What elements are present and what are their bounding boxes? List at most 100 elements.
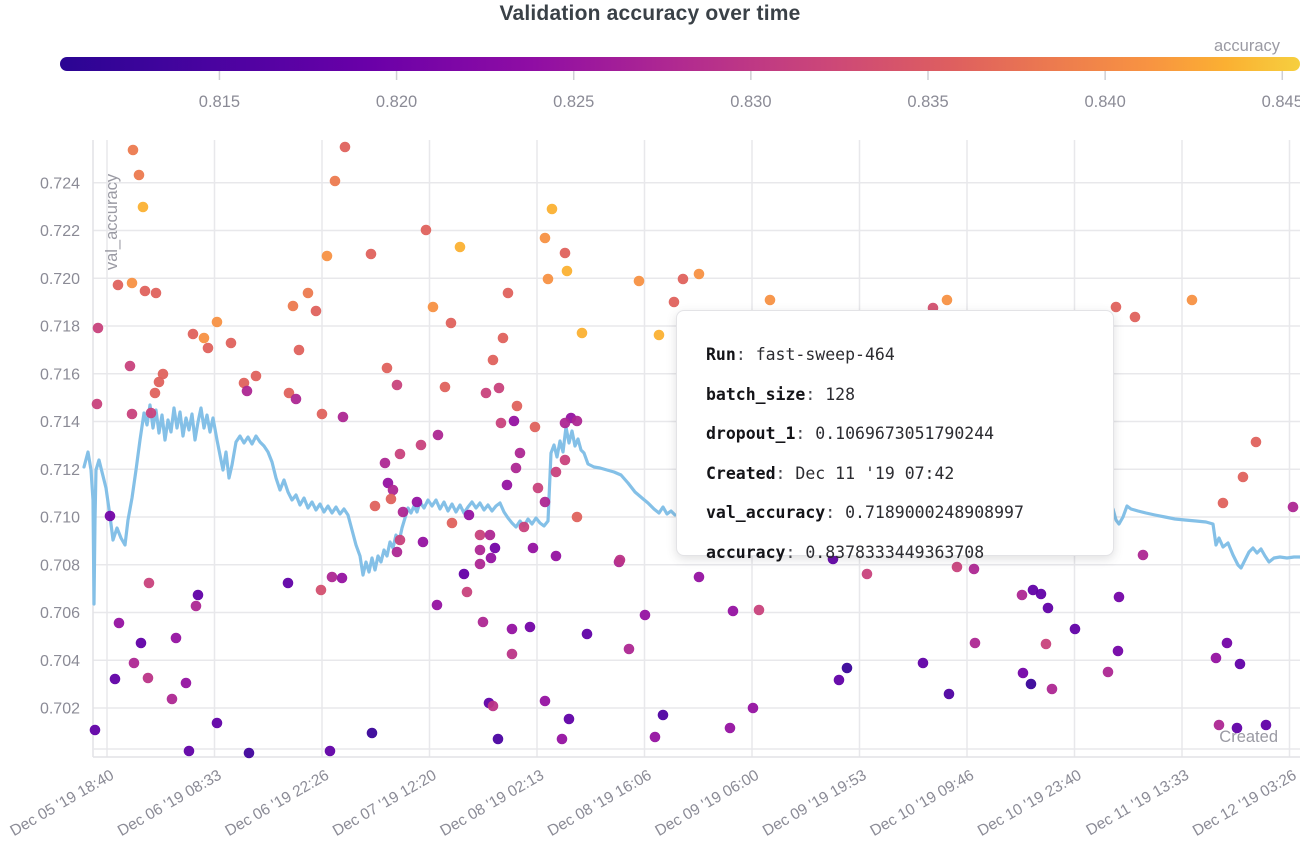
scatter-point[interactable] [1250,436,1262,448]
scatter-point[interactable] [397,506,409,518]
scatter-point[interactable] [559,417,571,429]
scatter-point[interactable] [183,745,195,757]
scatter-point[interactable] [415,439,427,451]
scatter-point[interactable] [484,529,496,541]
scatter-point[interactable] [461,586,473,598]
scatter-point[interactable] [198,332,210,344]
scatter-point[interactable] [458,568,470,580]
scatter-point[interactable] [153,376,165,388]
scatter-point[interactable] [677,273,689,285]
scatter-point[interactable] [510,462,522,474]
scatter-point[interactable] [326,571,338,583]
scatter-point[interactable] [1025,678,1037,690]
scatter-point[interactable] [1213,719,1225,731]
scatter-point[interactable] [493,382,505,394]
scatter-point[interactable] [445,317,457,329]
scatter-point[interactable] [917,657,929,669]
scatter-point[interactable] [614,554,626,566]
scatter-point[interactable] [432,429,444,441]
scatter-point[interactable] [559,247,571,259]
scatter-point[interactable] [379,457,391,469]
scatter-point[interactable] [1113,591,1125,603]
scatter-point[interactable] [316,408,328,420]
scatter-point[interactable] [387,484,399,496]
scatter-point[interactable] [385,493,397,505]
scatter-point[interactable] [668,296,680,308]
scatter-point[interactable] [139,285,151,297]
scatter-point[interactable] [653,329,665,341]
scatter-point[interactable] [124,360,136,372]
scatter-point[interactable] [391,379,403,391]
scatter-point[interactable] [1129,311,1141,323]
scatter-point[interactable] [474,544,486,556]
scatter-point[interactable] [324,745,336,757]
scatter-point[interactable] [1186,294,1198,306]
scatter-point[interactable] [113,617,125,629]
scatter-point[interactable] [339,141,351,153]
scatter-point[interactable] [112,279,124,291]
scatter-point[interactable] [126,277,138,289]
scatter-point[interactable] [561,265,573,277]
scatter-point[interactable] [727,605,739,617]
scatter-point[interactable] [764,294,776,306]
scatter-point[interactable] [1260,719,1272,731]
scatter-point[interactable] [241,385,253,397]
scatter-point[interactable] [446,517,458,529]
scatter-point[interactable] [290,393,302,405]
scatter-point[interactable] [550,550,562,562]
scatter-point[interactable] [126,408,138,420]
trend-line[interactable] [82,403,677,606]
scatter-point[interactable] [1210,652,1222,664]
scatter-point[interactable] [89,724,101,736]
scatter-point[interactable] [693,268,705,280]
scatter-point[interactable] [1237,471,1249,483]
scatter-point[interactable] [495,417,507,429]
scatter-point[interactable] [283,387,295,399]
scatter-point[interactable] [1042,602,1054,614]
scatter-point[interactable] [411,496,423,508]
scatter-point[interactable] [546,203,558,215]
scatter-point[interactable] [508,415,520,427]
scatter-point[interactable] [166,693,178,705]
scatter-point[interactable] [128,657,140,669]
scatter-point[interactable] [463,509,475,521]
scatter-point[interactable] [394,534,406,546]
scatter-point[interactable] [524,621,536,633]
scatter-point[interactable] [427,301,439,313]
scatter-point[interactable] [302,287,314,299]
scatter-point[interactable] [91,398,103,410]
scatter-point[interactable] [104,510,116,522]
scatter-point[interactable] [550,466,562,478]
scatter-point[interactable] [489,542,501,554]
scatter-point[interactable] [623,643,635,655]
scatter-point[interactable] [336,572,348,584]
scatter-point[interactable] [539,232,551,244]
scatter-point[interactable] [941,294,953,306]
scatter-point[interactable] [1234,658,1246,670]
scatter-point[interactable] [127,144,139,156]
scatter-point[interactable] [542,273,554,285]
scatter-point[interactable] [142,672,154,684]
scatter-point[interactable] [180,677,192,689]
scatter-point[interactable] [497,332,509,344]
scatter-point[interactable] [1040,638,1052,650]
scatter-point[interactable] [657,709,669,721]
scatter-point[interactable] [563,713,575,725]
scatter-point[interactable] [1017,667,1029,679]
scatter-point[interactable] [1027,584,1039,596]
scatter-point[interactable] [287,300,299,312]
scatter-point[interactable] [1046,683,1058,695]
scatter-point[interactable] [202,342,214,354]
scatter-point[interactable] [1231,722,1243,734]
scatter-point[interactable] [1217,497,1229,509]
scatter-point[interactable] [559,454,571,466]
scatter-point[interactable] [170,632,182,644]
scatter-point[interactable] [243,747,255,759]
scatter-point[interactable] [474,558,486,570]
scatter-point[interactable] [109,673,121,685]
scatter-point[interactable] [1102,666,1114,678]
scatter-point[interactable] [431,599,443,611]
scatter-point[interactable] [693,571,705,583]
scatter-point[interactable] [571,415,583,427]
scatter-point[interactable] [420,224,432,236]
